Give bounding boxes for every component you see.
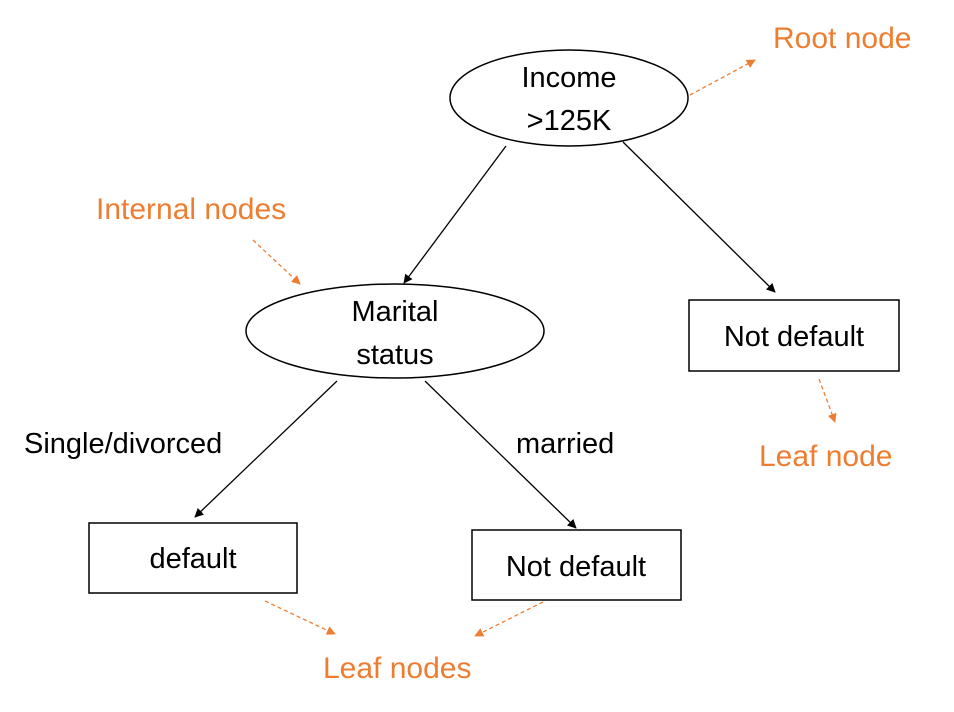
edge-marital-to-default [194,380,338,518]
callout-leaf-node: Leaf node [759,440,892,473]
leaf-node-not-default [471,529,682,601]
edge-label-single-divorced: Single/divorced [24,428,222,460]
leaf-node-default-label: default [149,543,236,575]
internal-node-label-line1: Marital [351,296,438,328]
callout-arrow-leaves-left [264,600,336,635]
callout-arrow-leaf [818,378,837,423]
internal-node-label-line2: status [356,339,433,371]
edge-root-to-marital [403,145,507,284]
callout-arrow-internal [252,239,301,285]
callout-arrow-leaves-right [474,601,544,637]
callout-root-node: Root node [773,22,911,55]
edge-marital-to-not-default [424,380,577,529]
edge-label-married: married [516,428,614,460]
internal-node [245,283,545,379]
leaf-node-not-default-label: Not default [506,551,646,583]
edge-root-to-not-default [622,141,776,293]
leaf-node-default [88,522,298,594]
root-node [449,49,689,147]
root-node-label-line2: >125K [527,105,612,137]
callout-leaf-nodes: Leaf nodes [323,652,471,685]
callout-arrow-root [689,59,756,96]
leaf-node-right [688,299,900,372]
leaf-node-right-label: Not default [724,321,864,353]
callout-internal-nodes: Internal nodes [96,193,286,226]
root-node-label-line1: Income [521,62,616,94]
